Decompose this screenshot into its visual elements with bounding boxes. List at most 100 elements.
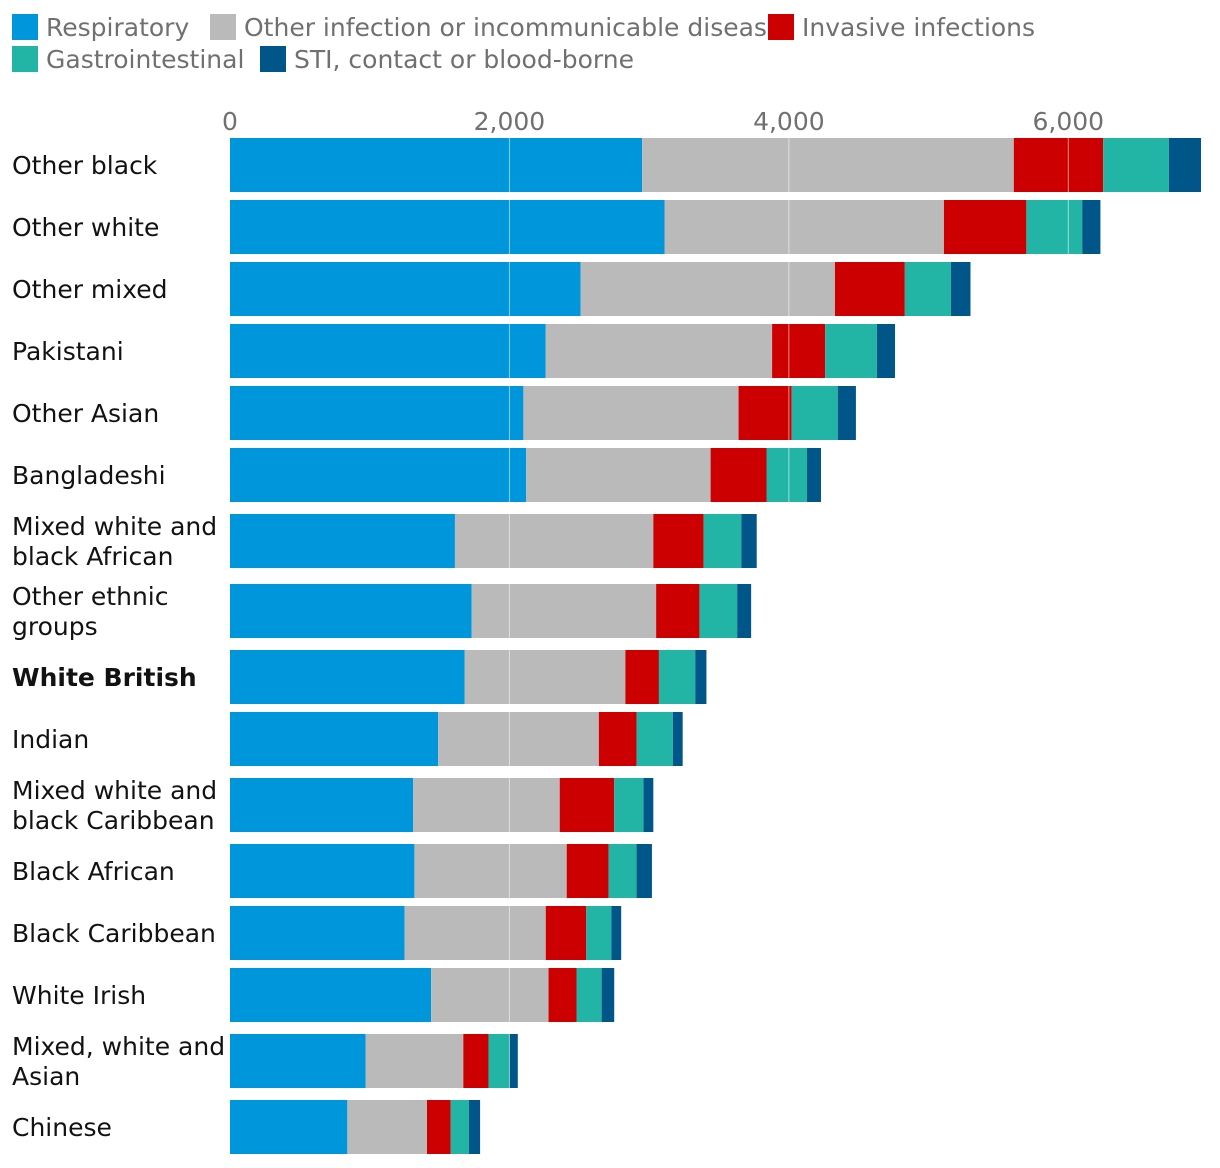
bar-indian-other-infection-or-incommunicable-disease [438, 712, 599, 766]
bar-black-african-sti-contact-or-blood-borne [636, 844, 652, 898]
bar-bangladeshi-sti-contact-or-blood-borne [807, 448, 821, 502]
bar-pakistani-respiratory [230, 324, 546, 378]
bar-mixed-white-and-black-caribbean-sti-contact-or-blood-borne [643, 778, 654, 832]
category-label-other-white: Other white [12, 213, 159, 242]
bar-mixed-white-and-black-caribbean-invasive-infections [559, 778, 615, 832]
bar-chinese-invasive-infections [426, 1100, 451, 1154]
bar-mixed-white-and-asian-invasive-infections [463, 1034, 489, 1088]
x-axis-ticks: 0 2,000 4,000 6,000 [222, 107, 1104, 136]
category-label-indian: Indian [12, 725, 89, 754]
category-label-bangladeshi: Bangladeshi [12, 461, 166, 490]
category-label-white-british: White British [12, 663, 197, 692]
bar-black-african-respiratory [230, 844, 415, 898]
bar-other-ethnic-groups-sti-contact-or-blood-borne [737, 584, 752, 638]
bar-white-irish-invasive-infections [548, 968, 577, 1022]
legend-label-invasive-infections: Invasive infections [802, 13, 1035, 42]
bar-other-mixed-other-infection-or-incommunicable-disease [580, 262, 835, 316]
bar-black-caribbean-other-infection-or-incommunicable-disease [404, 906, 546, 960]
bar-other-asian-sti-contact-or-blood-borne [837, 386, 856, 440]
legend-swatch-other-infection-or-incommunicable-disease [210, 14, 236, 40]
category-label-line: Mixed white and [12, 776, 217, 805]
bar-chinese-sti-contact-or-blood-borne [468, 1100, 481, 1154]
legend-label-other-infection-or-incommunicable-disease: Other infection or incommunicable diseas… [244, 13, 782, 42]
category-label-line: black Caribbean [12, 806, 215, 835]
category-label-line: Black African [12, 857, 175, 886]
bar-indian-respiratory [230, 712, 439, 766]
bar-bangladeshi-invasive-infections [710, 448, 767, 502]
bar-other-asian-invasive-infections [738, 386, 792, 440]
bar-other-ethnic-groups-respiratory [230, 584, 472, 638]
bar-black-caribbean-sti-contact-or-blood-borne [611, 906, 622, 960]
category-label-other-ethnic-groups: Other ethnic groups [12, 582, 169, 641]
category-label-line: Indian [12, 725, 89, 754]
bar-other-ethnic-groups-invasive-infections [656, 584, 700, 638]
category-label-line: Pakistani [12, 337, 124, 366]
category-label-line: White British [12, 663, 197, 692]
bar-white-irish-other-infection-or-incommunicable-disease [431, 968, 549, 1022]
bars [230, 138, 1202, 1154]
category-label-other-asian: Other Asian [12, 399, 159, 428]
bar-mixed-white-and-asian-sti-contact-or-blood-borne [509, 1034, 518, 1088]
legend-swatch-respiratory [12, 14, 38, 40]
bar-other-white-respiratory [230, 200, 665, 254]
legend-label-gastrointestinal: Gastrointestinal [46, 45, 244, 74]
category-label-line: Other white [12, 213, 159, 242]
bar-mixed-white-and-asian-gastrointestinal [488, 1034, 510, 1088]
legend: Respiratory Other infection or incommunic… [12, 13, 1035, 74]
bar-other-asian-respiratory [230, 386, 524, 440]
category-label-line: Chinese [12, 1113, 112, 1142]
category-label-mixed-white-and-black-caribbean: Mixed white and black Caribbean [12, 776, 217, 835]
bar-other-mixed-respiratory [230, 262, 581, 316]
bar-other-mixed-gastrointestinal [904, 262, 951, 316]
bar-indian-invasive-infections [598, 712, 637, 766]
bar-pakistani-other-infection-or-incommunicable-disease [545, 324, 773, 378]
bar-mixed-white-and-black-african-sti-contact-or-blood-borne [741, 514, 757, 568]
bar-other-white-sti-contact-or-blood-borne [1082, 200, 1101, 254]
category-label-line: Other ethnic [12, 582, 169, 611]
bar-chinese-gastrointestinal [450, 1100, 469, 1154]
category-label-line: Mixed, white and [12, 1032, 225, 1061]
legend-label-sti-contact-or-blood-borne: STI, contact or blood-borne [294, 45, 634, 74]
bar-white-irish-respiratory [230, 968, 432, 1022]
category-label-chinese: Chinese [12, 1113, 112, 1142]
bar-mixed-white-and-black-african-respiratory [230, 514, 455, 568]
bar-other-black-sti-contact-or-blood-borne [1168, 138, 1202, 192]
category-label-black-african: Black African [12, 857, 175, 886]
bar-bangladeshi-respiratory [230, 448, 527, 502]
bar-black-african-invasive-infections [566, 844, 609, 898]
bar-white-british-respiratory [230, 650, 465, 704]
category-label-line: White Irish [12, 981, 146, 1010]
x-tick-label: 6,000 [1032, 107, 1104, 136]
bar-black-caribbean-invasive-infections [545, 906, 587, 960]
category-label-line: Asian [12, 1062, 80, 1091]
bar-pakistani-invasive-infections [772, 324, 826, 378]
bar-pakistani-gastrointestinal [825, 324, 877, 378]
bar-indian-sti-contact-or-blood-borne [672, 712, 683, 766]
bar-white-british-sti-contact-or-blood-borne [695, 650, 707, 704]
category-label-mixed-white-and-asian: Mixed, white and Asian [12, 1032, 225, 1091]
legend-label-respiratory: Respiratory [46, 13, 189, 42]
bar-other-mixed-invasive-infections [834, 262, 905, 316]
category-label-line: Bangladeshi [12, 461, 166, 490]
category-label-other-black: Other black [12, 151, 158, 180]
bar-other-asian-gastrointestinal [791, 386, 838, 440]
legend-swatch-sti-contact-or-blood-borne [260, 46, 286, 72]
bar-mixed-white-and-black-caribbean-gastrointestinal [614, 778, 644, 832]
category-label-black-caribbean: Black Caribbean [12, 919, 216, 948]
bar-mixed-white-and-asian-other-infection-or-incommunicable-disease [365, 1034, 464, 1088]
bar-white-british-invasive-infections [625, 650, 659, 704]
bar-black-african-other-infection-or-incommunicable-disease [414, 844, 567, 898]
bar-mixed-white-and-asian-respiratory [230, 1034, 366, 1088]
category-label-pakistani: Pakistani [12, 337, 124, 366]
category-labels: Other black Other white Other mixed Pakista… [12, 151, 225, 1142]
bar-other-black-invasive-infections [1013, 138, 1104, 192]
bar-bangladeshi-gastrointestinal [766, 448, 808, 502]
x-tick-label: 4,000 [753, 107, 825, 136]
category-label-line: Black Caribbean [12, 919, 216, 948]
bar-other-black-gastrointestinal [1103, 138, 1169, 192]
bar-mixed-white-and-black-african-other-infection-or-incommunicable-disease [454, 514, 654, 568]
bar-chinese-respiratory [230, 1100, 348, 1154]
bar-other-black-other-infection-or-incommunicable-disease [642, 138, 1014, 192]
bar-indian-gastrointestinal [636, 712, 673, 766]
bar-white-irish-sti-contact-or-blood-borne [601, 968, 615, 1022]
